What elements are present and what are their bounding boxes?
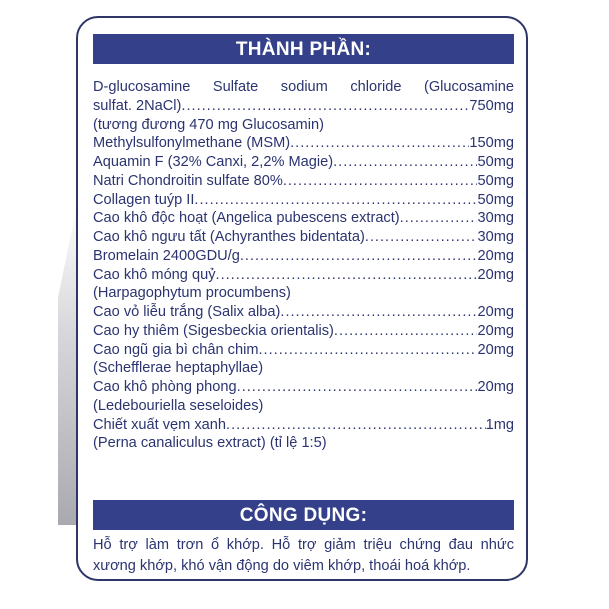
dot-leader [365, 228, 478, 247]
ingredient-row: Aquamin F (32% Canxi, 2,2% Magie) 50mg [93, 153, 514, 172]
ingredient-row: Cao vỏ liễu trắng (Salix alba) 20mg [93, 303, 514, 322]
ingredient-name: sulfat. 2NaCl) [93, 97, 182, 114]
ingredient-row: Bromelain 2400GDU/g 20mg [93, 247, 514, 266]
ingredient-row: sulfat. 2NaCl) 750mg [93, 97, 514, 116]
dot-leader [290, 134, 469, 153]
ingredient-amount: 1mg [485, 416, 514, 433]
ingredient-amount: 20mg [477, 341, 514, 358]
dot-leader [216, 266, 478, 285]
dot-leader [283, 172, 478, 191]
ingredient-name: Collagen tuýp II [93, 191, 195, 208]
usage-header: CÔNG DỤNG: [93, 500, 514, 530]
usage-line: xương khớp, khó vận động do viêm khớp, t… [93, 558, 471, 574]
ingredient-name: Cao khô móng quỷ [93, 266, 216, 283]
ingredient-row: Natri Chondroitin sulfate 80% 50mg [93, 172, 514, 191]
ingredient-name: Bromelain 2400GDU/g [93, 247, 240, 264]
ingredient-amount: 20mg [477, 322, 514, 339]
ingredient-name: Cao khô ngưu tất (Achyranthes bidentata) [93, 229, 365, 245]
ingredient-note: (Ledebouriella seseloides) [93, 397, 264, 414]
ingredient-name: Cao vỏ liễu trắng (Salix alba) [93, 304, 281, 320]
ingredient-amount: 50mg [477, 172, 514, 189]
ingredient-amount: 20mg [477, 304, 514, 320]
ingredient-amount: 20mg [477, 247, 514, 264]
ingredients-list: D-glucosamine Sulfate sodium chloride (G… [93, 78, 514, 453]
ingredient-name: Cao khô phòng phong [93, 379, 237, 395]
ingredient-amount: 750mg [469, 97, 514, 114]
dot-leader [240, 247, 478, 266]
ingredient-name: Cao hy thiêm (Sigesbeckia orientalis) [93, 322, 334, 339]
decorative-shadow [58, 200, 78, 525]
dot-leader [400, 209, 478, 228]
ingredient-name: Chiết xuất vẹm xanh [93, 416, 227, 433]
dot-leader [181, 97, 469, 116]
ingredient-name: Methylsulfonylmethane (MSM) [93, 135, 291, 152]
ingredient-row: Cao khô móng quỷ 20mg [93, 266, 514, 285]
ingredient-note: (tương đương 470 mg Glucosamin) [93, 116, 324, 133]
ingredient-row: Methylsulfonylmethane (MSM) 150mg [93, 134, 514, 153]
usage-text: Hỗ trợ làm trơn ổ khớp. Hỗ trợ giảm triệ… [93, 535, 514, 577]
ingredient-row: Collagen tuýp II 50mg [93, 191, 514, 210]
ingredient-name: Aquamin F (32% Canxi, 2,2% Magie) [93, 154, 334, 170]
dot-leader [334, 322, 478, 341]
ingredient-name: Cao ngũ gia bì chân chim [93, 341, 259, 358]
ingredient-note: (Perna canaliculus extract) (tỉ lệ 1:5) [93, 435, 327, 452]
dot-leader [194, 191, 477, 210]
ingredient-amount: 20mg [477, 379, 514, 395]
ingredient-note: (Schefflerae heptaphyllae) [93, 360, 264, 377]
ingredient-amount: 30mg [477, 210, 514, 227]
ingredient-row: Cao ngũ gia bì chân chim 20mg [93, 341, 514, 360]
ingredient-row: Chiết xuất vẹm xanh 1mg [93, 416, 514, 435]
ingredient-amount: 50mg [477, 191, 514, 208]
ingredient-row: Cao khô phòng phong 20mg [93, 378, 514, 397]
usage-line: Hỗ trợ làm trơn ổ khớp. Hỗ trợ giảm triệ… [93, 537, 514, 553]
dot-leader [333, 153, 477, 172]
ingredient-amount: 50mg [477, 154, 514, 170]
dot-leader [237, 378, 478, 397]
ingredient-intro: D-glucosamine Sulfate sodium chloride (G… [93, 79, 514, 95]
ingredient-row: Cao khô ngưu tất (Achyranthes bidentata)… [93, 228, 514, 247]
dot-leader [280, 303, 477, 322]
dot-leader [259, 341, 478, 360]
ingredients-header: THÀNH PHẦN: [93, 34, 514, 64]
ingredient-amount: 150mg [469, 135, 514, 152]
ingredient-name: Cao khô độc hoạt (Angelica pubescens ext… [93, 210, 400, 227]
ingredient-amount: 30mg [477, 229, 514, 245]
ingredient-name: Natri Chondroitin sulfate 80% [93, 172, 283, 189]
dot-leader [226, 416, 486, 435]
ingredient-row: Cao hy thiêm (Sigesbeckia orientalis) 20m… [93, 322, 514, 341]
ingredient-row: Cao khô độc hoạt (Angelica pubescens ext… [93, 209, 514, 228]
ingredient-amount: 20mg [477, 266, 514, 283]
ingredient-note: (Harpagophytum procumbens) [93, 285, 291, 302]
